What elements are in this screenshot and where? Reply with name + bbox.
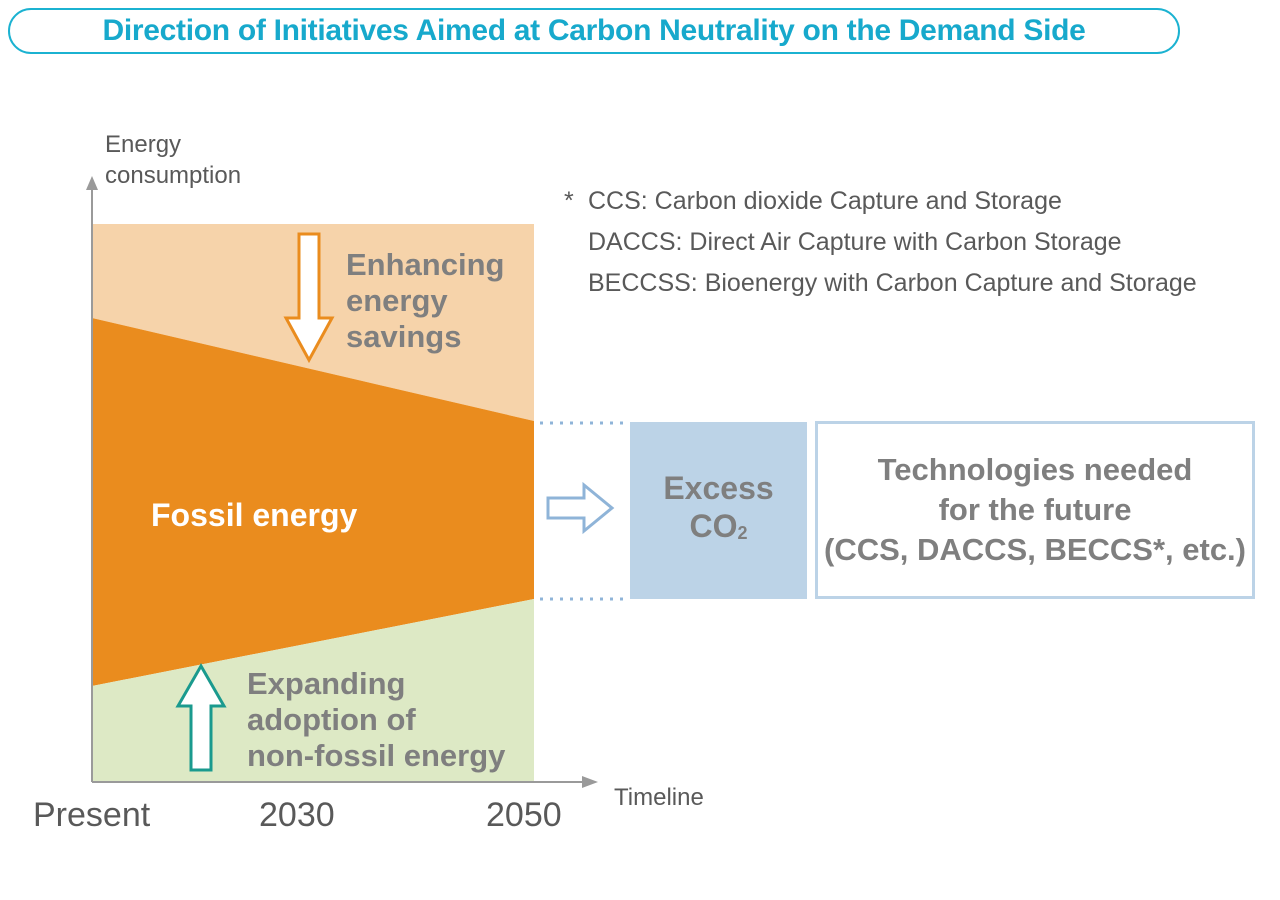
non-fossil-label: Expanding adoption of non-fossil energy: [247, 666, 505, 774]
non-fossil-label-line2: adoption of: [247, 702, 416, 737]
down-arrow-icon: [283, 232, 335, 364]
savings-label-line3: savings: [346, 319, 462, 354]
footnote-daccs: DACCS: Direct Air Capture with Carbon St…: [564, 222, 1197, 263]
footnotes: * CCS: Carbon dioxide Capture and Storage…: [564, 181, 1197, 304]
excess-line2: CO2: [689, 507, 747, 552]
footnote-ccs: * CCS: Carbon dioxide Capture and Storage: [564, 181, 1197, 222]
technologies-line1: Technologies needed: [877, 452, 1193, 487]
excess-co2-box: Excess CO2: [630, 422, 807, 599]
page-title: Direction of Initiatives Aimed at Carbon…: [102, 14, 1086, 47]
non-fossil-label-line3: non-fossil energy: [247, 738, 506, 773]
x-axis-arrowhead: [582, 776, 598, 788]
tick-2030: 2030: [259, 796, 335, 834]
savings-label: Enhancing energy savings: [346, 247, 504, 355]
right-arrow-icon: [546, 481, 615, 535]
non-fossil-label-line1: Expanding: [247, 666, 406, 701]
footnote-ccs-text: CCS: Carbon dioxide Capture and Storage: [588, 187, 1062, 215]
excess-line1: Excess: [663, 470, 774, 506]
excess-co: CO: [689, 508, 738, 544]
tick-present: Present: [33, 796, 151, 834]
technologies-line3: (CCS, DACCS, BECCS*, etc.): [824, 532, 1246, 567]
fossil-region: [92, 318, 534, 686]
footnote-beccss: BECCSS: Bioenergy with Carbon Capture an…: [564, 263, 1197, 304]
fossil-energy-label: Fossil energy: [151, 497, 358, 533]
y-axis-label-line2: consumption: [105, 162, 242, 189]
savings-label-line2: energy: [346, 283, 448, 318]
up-arrow-icon: [175, 662, 227, 772]
y-axis-label: Energy consumption: [105, 129, 241, 191]
footnote-beccss-text: BECCSS: Bioenergy with Carbon Capture an…: [588, 269, 1197, 297]
technologies-line2: for the future: [938, 492, 1132, 527]
tick-2050: 2050: [486, 796, 562, 834]
title-banner: Direction of Initiatives Aimed at Carbon…: [8, 8, 1180, 54]
technologies-box: Technologies needed for the future (CCS,…: [815, 421, 1255, 599]
footnote-daccs-text: DACCS: Direct Air Capture with Carbon St…: [588, 228, 1122, 256]
footnote-marker: *: [564, 187, 574, 215]
y-axis-label-line1: Energy: [105, 131, 182, 158]
x-axis-label: Timeline: [614, 784, 704, 811]
excess-co-subscript: 2: [737, 523, 748, 543]
savings-label-line1: Enhancing: [346, 247, 505, 282]
y-axis-arrowhead: [86, 176, 98, 190]
